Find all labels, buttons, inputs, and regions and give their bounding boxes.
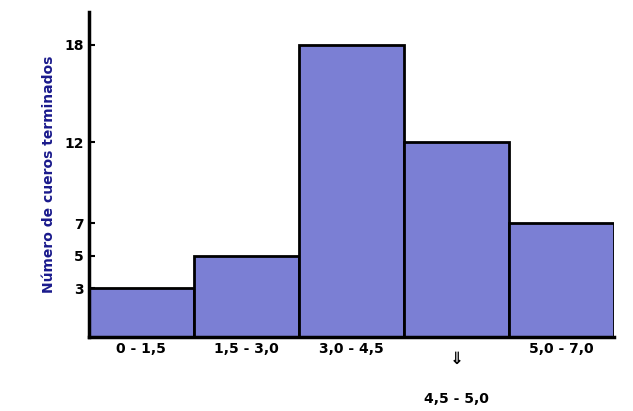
Bar — [299, 45, 404, 337]
Text: 4,5 - 5,0: 4,5 - 5,0 — [424, 392, 489, 406]
Text: ⇓: ⇓ — [449, 350, 463, 368]
Bar — [194, 256, 299, 337]
Bar — [404, 142, 509, 337]
Bar — [89, 289, 194, 337]
Y-axis label: Número de cueros terminados: Número de cueros terminados — [42, 56, 56, 293]
Bar — [509, 224, 614, 337]
